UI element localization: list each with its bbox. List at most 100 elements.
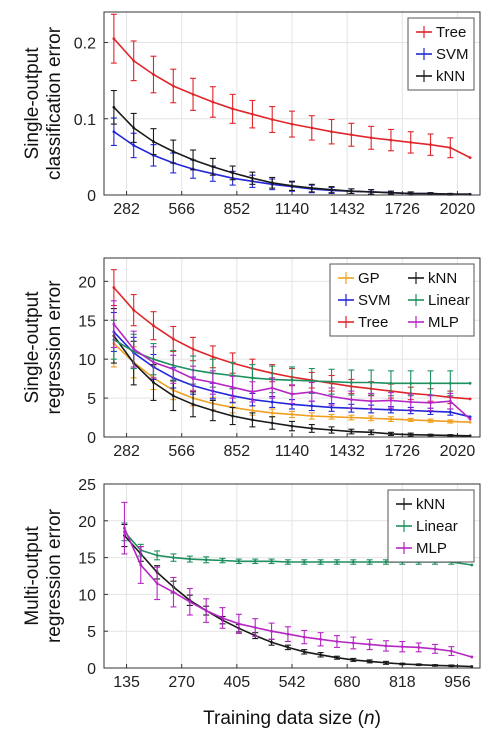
data-point	[351, 658, 355, 662]
data-point	[448, 410, 452, 414]
data-point	[290, 184, 294, 188]
data-point	[389, 417, 393, 421]
x-tick-label: 566	[168, 201, 195, 218]
data-point	[335, 560, 339, 564]
data-point	[330, 395, 333, 398]
legend-label: Linear	[428, 292, 470, 309]
x-tick-label: 852	[224, 201, 251, 218]
data-point	[369, 416, 373, 420]
legend-item-gp: GP	[338, 270, 380, 287]
x-tick-label: 135	[113, 674, 140, 691]
y-axis-label: Single-outputregression error	[22, 280, 65, 415]
data-point	[368, 659, 372, 663]
data-point	[349, 189, 353, 193]
data-point	[470, 665, 474, 668]
axes-frame	[103, 11, 481, 196]
data-point	[253, 559, 257, 563]
data-point	[211, 100, 215, 104]
data-point	[171, 394, 175, 398]
data-point	[251, 376, 254, 380]
data-point	[290, 424, 294, 428]
data-point	[270, 386, 274, 390]
x-tick-label: 1140	[275, 201, 310, 218]
data-point	[429, 419, 432, 423]
x-tick-label: 2020	[440, 201, 476, 218]
x-tick-label: 1432	[329, 201, 365, 218]
axes-frame	[103, 257, 481, 438]
data-point	[389, 191, 393, 195]
legend-label: GP	[358, 270, 380, 287]
data-point	[468, 156, 472, 160]
data-point	[468, 381, 472, 385]
data-point	[132, 126, 136, 130]
x-axis-label-part: Training data size (	[203, 708, 365, 729]
data-point	[290, 122, 294, 126]
data-point	[231, 107, 235, 111]
data-point	[448, 420, 452, 423]
x-tick-label: 1726	[384, 443, 420, 460]
data-point	[409, 400, 413, 404]
data-point	[389, 408, 393, 412]
data-point	[330, 380, 333, 384]
data-point	[468, 417, 472, 421]
data-point	[270, 411, 274, 415]
data-point	[152, 360, 155, 364]
data-point	[253, 626, 257, 629]
x-tick-label: 1726	[384, 201, 420, 218]
y-tick-label: 20	[78, 514, 96, 531]
data-point	[310, 126, 314, 130]
data-point	[231, 414, 235, 418]
data-point	[330, 415, 333, 419]
data-point	[368, 643, 372, 646]
data-point	[191, 92, 195, 96]
data-point	[310, 390, 314, 394]
legend-item-knn: kNN	[416, 68, 465, 85]
data-point	[409, 140, 413, 144]
data-point	[251, 390, 254, 394]
axes-frame	[103, 483, 481, 669]
chart-single-output-regression-error: 282 566 852 1140 1432 1726 2020 0 5 10 15 20 GP SVM Tr…	[22, 257, 481, 460]
legend-label: kNN	[416, 496, 445, 513]
data-point	[349, 430, 353, 433]
y-tick-label: 5	[87, 624, 96, 641]
legend-label: SVM	[436, 46, 469, 63]
data-point	[302, 560, 306, 564]
data-point	[368, 560, 372, 564]
data-point	[270, 400, 274, 404]
data-point	[400, 662, 404, 666]
data-point	[384, 644, 388, 648]
data-point	[369, 399, 373, 403]
data-point	[448, 434, 452, 437]
data-point	[310, 414, 314, 418]
data-point	[211, 165, 215, 169]
data-point	[351, 641, 355, 645]
data-point	[400, 645, 404, 649]
data-point	[221, 559, 224, 562]
data-point	[171, 367, 175, 371]
data-point	[286, 560, 290, 564]
data-point	[310, 186, 314, 190]
data-point	[132, 59, 136, 63]
y-tick-label: 0	[87, 430, 96, 447]
legend-item-linear: Linear	[408, 292, 470, 309]
legend-item-tree: Tree	[338, 314, 388, 331]
legend-item-knn: kNN	[396, 496, 445, 513]
data-point	[433, 647, 437, 651]
y-axis-label-line: Single-output	[22, 47, 43, 160]
data-point	[470, 563, 474, 567]
y-tick-label: 20	[78, 274, 96, 291]
x-tick-label: 2020	[440, 443, 476, 460]
y-tick-label: 5	[87, 391, 96, 408]
y-axis-label-line: classification error	[44, 26, 65, 180]
data-point	[330, 406, 333, 409]
data-point	[290, 392, 294, 396]
data-point	[409, 381, 413, 385]
data-point	[270, 640, 273, 644]
data-point	[448, 381, 452, 385]
x-tick-label: 282	[113, 201, 140, 218]
data-point	[270, 559, 273, 563]
x-tick-label: 680	[334, 674, 361, 691]
data-point	[290, 378, 294, 382]
data-point	[112, 105, 116, 109]
